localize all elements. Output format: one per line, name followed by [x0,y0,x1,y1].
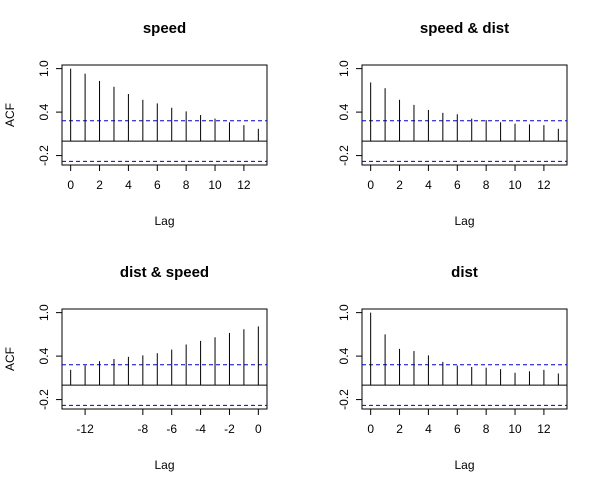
plot-title: dist & speed [120,264,209,281]
x-tick-label: -8 [138,422,149,436]
x-tick-label: 8 [483,178,490,192]
x-tick-label: 0 [367,422,374,436]
x-tick-label: 8 [183,178,190,192]
x-axis-label: Lag [454,458,474,472]
y-tick-label: 0.4 [37,103,51,120]
x-tick-label: 4 [125,178,132,192]
x-tick-label: -6 [166,422,177,436]
x-tick-label: 12 [537,422,551,436]
plot-frame [61,308,268,410]
acf-panel-2: dist & speed -12 -8 -6 -4 -2 0 -0.2 0.4 1.0 Lag ACF [3,264,268,472]
x-tick-label: 10 [208,178,222,192]
acf-panel-3: dist 0 2 4 6 8 10 12 -0.2 0.4 1.0 Lag [337,264,568,472]
x-tick-label: 6 [454,178,461,192]
y-tick-label: 1.0 [37,60,51,77]
x-tick-label: 0 [67,178,74,192]
x-tick-label: 0 [255,422,262,436]
y-tick-label: 1.0 [337,60,351,77]
x-tick-label: -2 [224,422,235,436]
plot-title: dist [451,264,478,281]
plot-frame [361,64,568,166]
x-tick-label: 12 [237,178,251,192]
x-tick-label: 12 [537,178,551,192]
plot-frame [61,64,268,166]
x-axis-label: Lag [154,458,174,472]
plot-title: speed [143,20,186,37]
x-tick-label: 10 [508,422,522,436]
y-tick-label: -0.2 [337,389,351,410]
x-tick-label: 4 [425,422,432,436]
y-tick-label: 0.4 [337,347,351,364]
y-axis-label: ACF [3,103,17,127]
x-tick-label: 8 [483,422,490,436]
x-tick-label: 2 [96,178,103,192]
x-tick-label: -12 [76,422,94,436]
plot-frame [361,308,568,410]
y-tick-label: 1.0 [337,304,351,321]
y-tick-label: 0.4 [337,103,351,120]
plot-title: speed & dist [420,20,509,37]
acf-panel-1: speed & dist 0 2 4 6 8 10 12 -0.2 0.4 1.0 Lag [337,20,568,228]
x-tick-label: 2 [396,422,403,436]
acf-panel-0: speed 0 2 4 6 8 10 12 -0.2 0.4 1.0 Lag ACF [3,20,268,228]
x-axis-label: Lag [454,214,474,228]
x-tick-label: -4 [195,422,206,436]
x-tick-label: 2 [396,178,403,192]
y-tick-label: -0.2 [37,389,51,410]
x-tick-label: 10 [508,178,522,192]
x-tick-label: 4 [425,178,432,192]
y-tick-label: -0.2 [37,145,51,166]
y-tick-label: 1.0 [37,304,51,321]
x-tick-label: 6 [454,422,461,436]
y-axis-label: ACF [3,347,17,371]
x-axis-label: Lag [154,214,174,228]
y-tick-label: 0.4 [37,347,51,364]
x-tick-label: 0 [367,178,374,192]
y-tick-label: -0.2 [337,145,351,166]
x-tick-label: 6 [154,178,161,192]
